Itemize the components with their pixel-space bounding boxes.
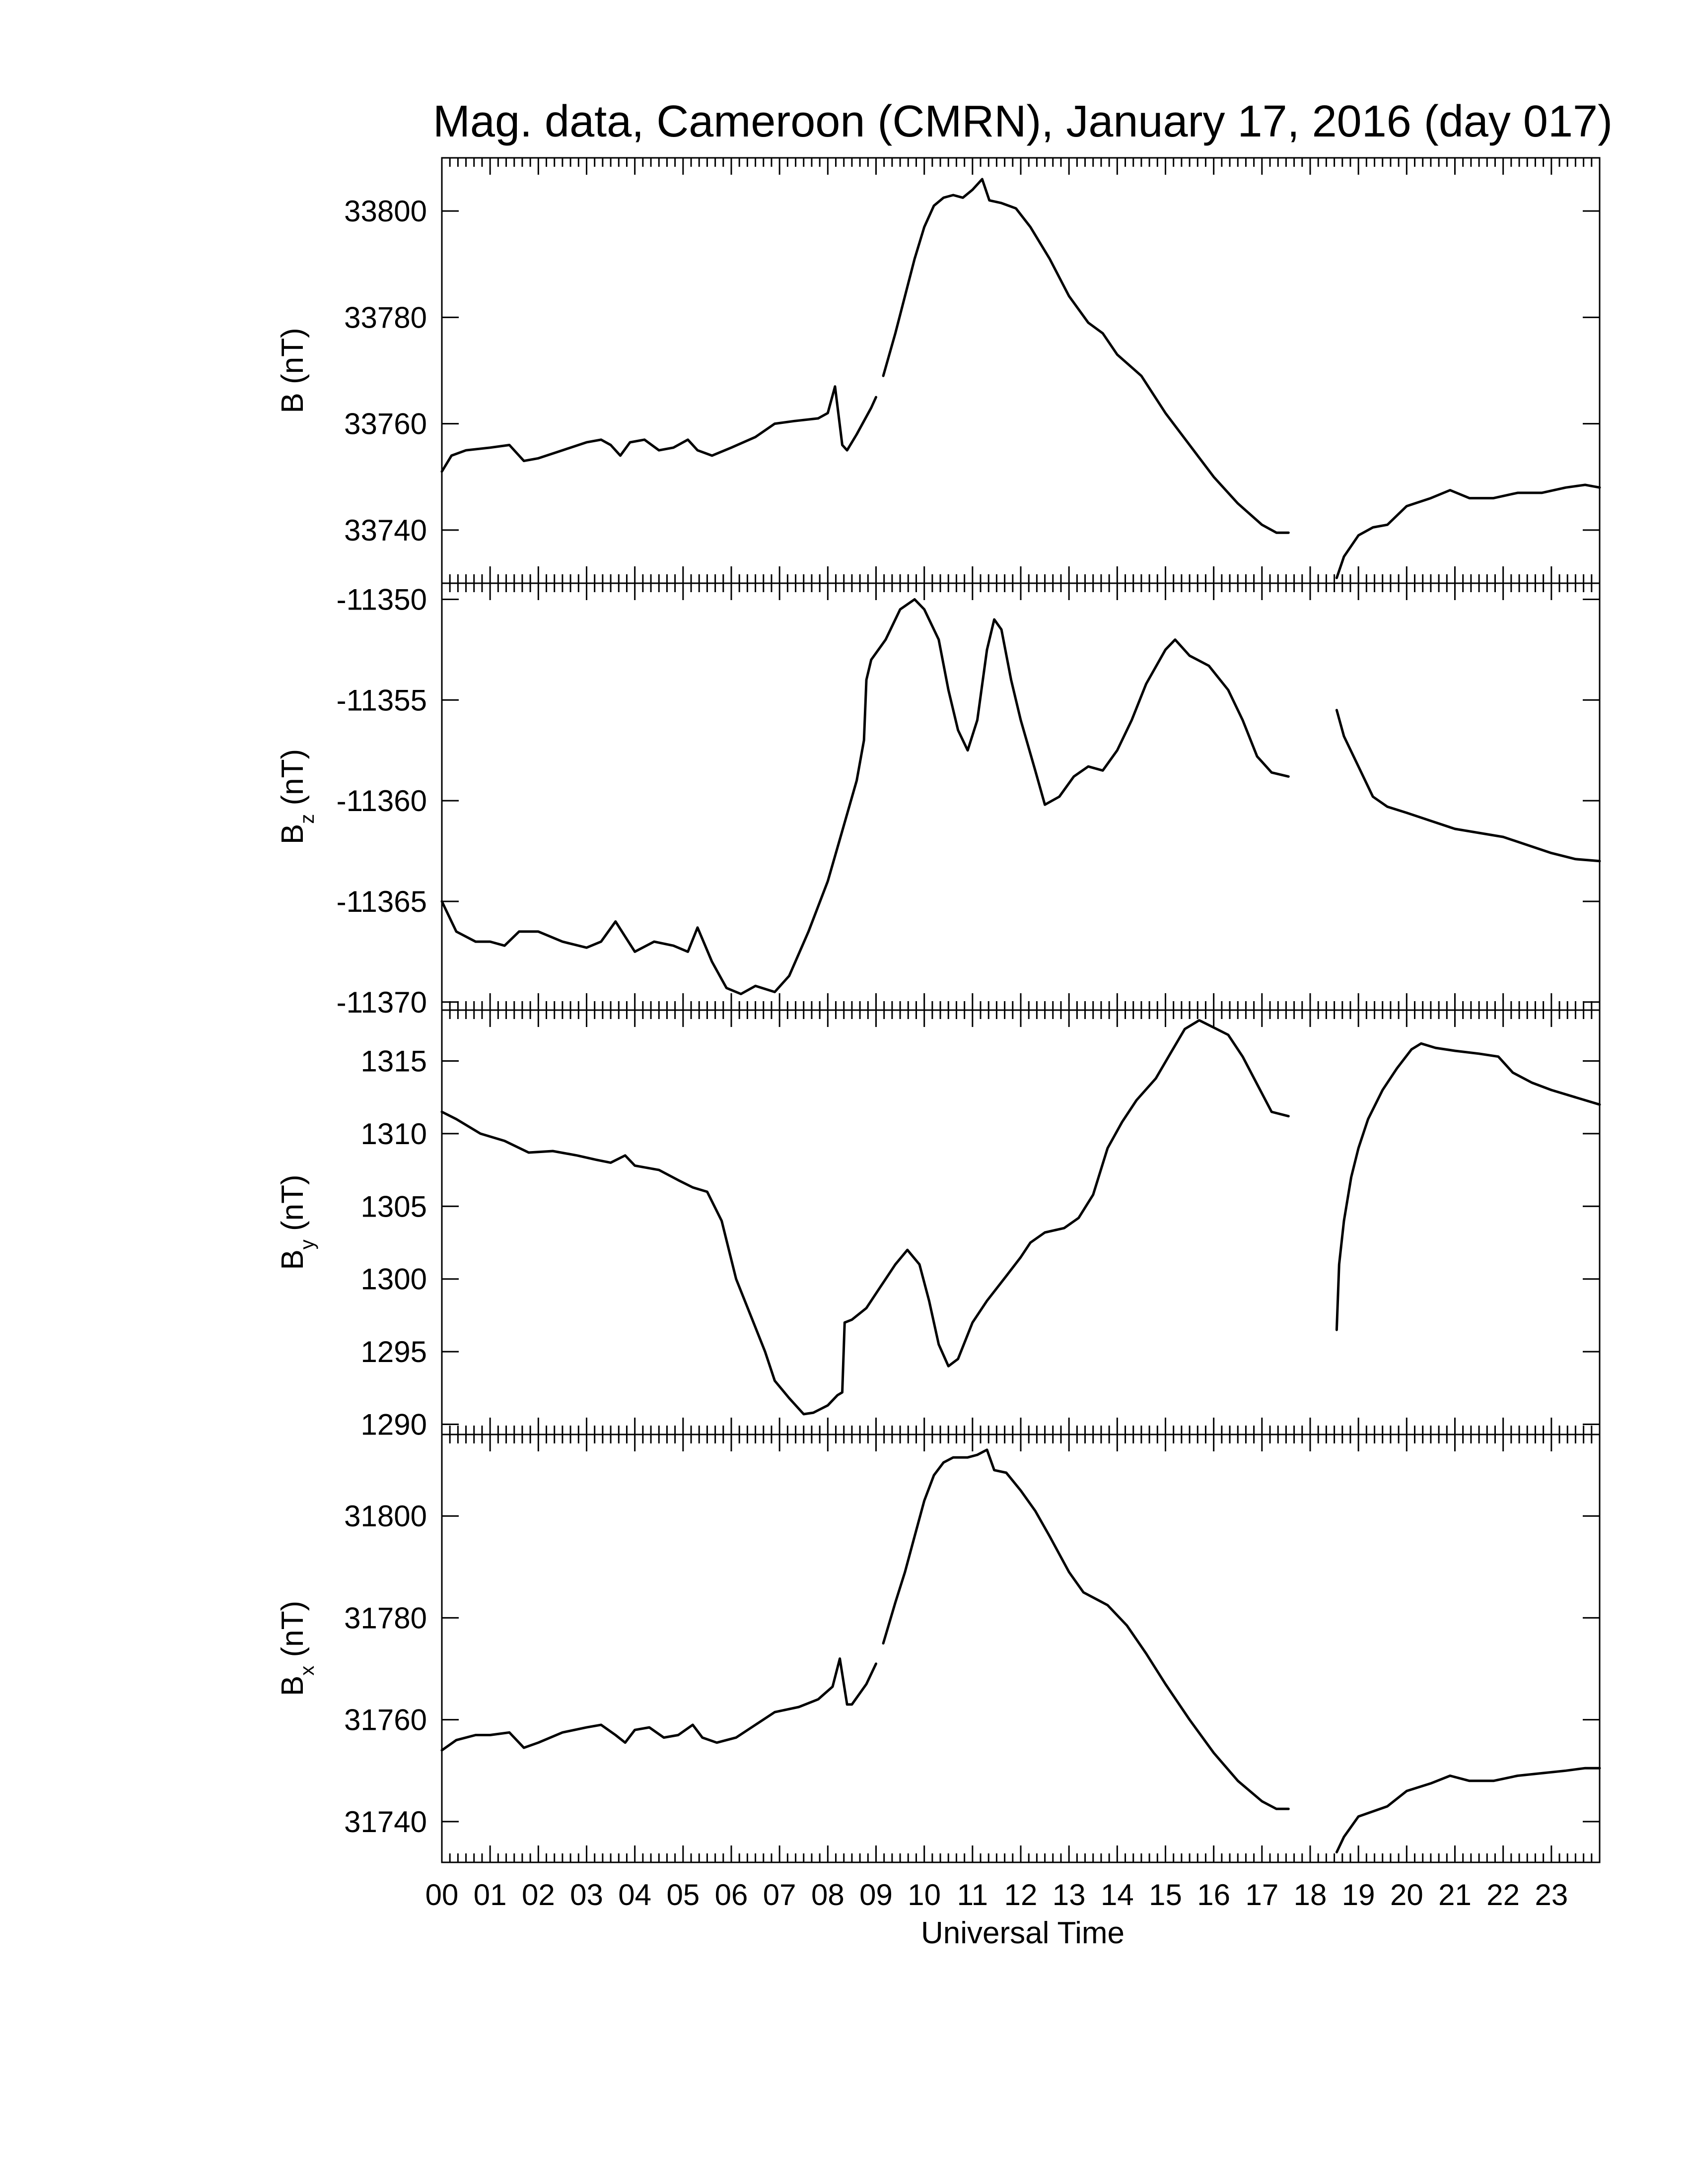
x-tick-label: 22 <box>1486 1878 1520 1911</box>
data-trace-segment <box>440 598 1290 995</box>
y-tick-label: -11360 <box>337 784 427 818</box>
data-trace-segment <box>1335 709 1601 863</box>
panel-2: -11370 -11365 -11360 -11355 -11350 Bz (nT) <box>276 582 1601 1019</box>
y-tick-label: 1315 <box>361 1044 427 1078</box>
y-tick-label: 1290 <box>361 1408 427 1441</box>
panel-frame <box>441 1433 1601 1863</box>
y-axis-label-subscript: z <box>296 814 318 824</box>
y-tick-label: 33760 <box>344 408 427 441</box>
panel-4: 31740 31760 31780 31800 Bx (nT) <box>276 1433 1601 1863</box>
y-tick-label: 31760 <box>344 1704 427 1737</box>
x-tick-label: 20 <box>1390 1878 1423 1911</box>
x-tick-label: 15 <box>1149 1878 1182 1911</box>
panel-frame <box>441 582 1601 1011</box>
x-tick-label: 08 <box>811 1878 844 1911</box>
panel-frame <box>441 1009 1601 1435</box>
y-axis-label: Bz (nT) <box>276 749 318 844</box>
x-tick-label: 12 <box>1004 1878 1038 1911</box>
x-tick-label: 14 <box>1101 1878 1134 1911</box>
y-axis-label: Bx (nT) <box>276 1601 318 1696</box>
x-tick-label: 01 <box>474 1878 507 1911</box>
x-axis: 00 01 02 03 04 05 06 07 08 09 10 11 12 13 14 15 16 17 18 19… <box>425 1878 1568 1911</box>
x-tick-label: 21 <box>1438 1878 1472 1911</box>
x-tick-label: 02 <box>522 1878 555 1911</box>
y-axis-label-subscript: x <box>296 1666 318 1676</box>
x-tick-label: 16 <box>1197 1878 1230 1911</box>
x-tick-label: 10 <box>908 1878 941 1911</box>
x-tick-label: 06 <box>715 1878 748 1911</box>
y-axis-label-unit: (nT) <box>276 749 310 814</box>
y-axis-label-main: B <box>276 1676 310 1696</box>
y-axis-label-main: B <box>276 824 310 844</box>
x-tick-label: 18 <box>1294 1878 1327 1911</box>
y-tick-label: -11355 <box>337 683 427 717</box>
x-tick-label: 13 <box>1053 1878 1086 1911</box>
y-axis-label-unit: (nT) <box>276 328 310 393</box>
y-tick-label: 1295 <box>361 1335 427 1368</box>
x-tick-label: 17 <box>1245 1878 1278 1911</box>
data-trace-segment <box>882 1448 1290 1810</box>
x-tick-label: 09 <box>859 1878 893 1911</box>
y-tick-label: -11370 <box>337 986 427 1019</box>
data-trace-segment <box>1335 483 1601 579</box>
y-axis-label-main: B <box>276 1249 310 1270</box>
y-tick-label: 1305 <box>361 1190 427 1223</box>
x-tick-label: 11 <box>957 1878 988 1911</box>
panel-3: 1290 1295 1300 1305 1310 1315 By (nT) <box>276 1009 1601 1441</box>
x-tick-label: 05 <box>666 1878 700 1911</box>
y-tick-label: 1310 <box>361 1117 427 1151</box>
x-tick-label: 03 <box>570 1878 603 1911</box>
y-tick-label: 31780 <box>344 1601 427 1635</box>
x-tick-label: 23 <box>1535 1878 1568 1911</box>
data-trace-segment <box>882 178 1290 534</box>
y-axis-label-subscript: y <box>296 1239 318 1249</box>
y-tick-label: 1300 <box>361 1263 427 1296</box>
data-trace-segment <box>440 1019 1290 1416</box>
x-tick-label: 19 <box>1342 1878 1375 1911</box>
panel-1: 33740 33760 33780 33800 B (nT) <box>276 157 1601 584</box>
y-tick-label: -11350 <box>337 583 427 616</box>
y-tick-label: 31800 <box>344 1500 427 1533</box>
y-tick-label: 33740 <box>344 514 427 547</box>
y-axis-label-unit: (nT) <box>276 1601 310 1666</box>
data-trace-segment <box>440 1657 877 1752</box>
y-tick-label: 31740 <box>344 1805 427 1839</box>
y-axis-label: By (nT) <box>276 1174 318 1270</box>
y-tick-label: 33800 <box>344 195 427 228</box>
panel-frame <box>441 157 1601 584</box>
y-axis-label-main: B <box>276 393 310 413</box>
y-axis-label: B (nT) <box>276 328 310 413</box>
data-trace-segment <box>440 385 877 473</box>
x-axis-label: Universal Time <box>921 1916 1125 1950</box>
data-trace-segment <box>1335 1767 1601 1853</box>
data-trace-segment <box>1335 1042 1601 1331</box>
y-axis-label-unit: (nT) <box>276 1174 310 1239</box>
chart-title: Mag. data, Cameroon (CMRN), January 17, … <box>433 97 1613 146</box>
y-tick-label: 33780 <box>344 301 427 334</box>
x-tick-label: 07 <box>763 1878 796 1911</box>
x-tick-label: 00 <box>425 1878 459 1911</box>
y-tick-label: -11365 <box>337 885 427 918</box>
x-tick-label: 04 <box>618 1878 651 1911</box>
